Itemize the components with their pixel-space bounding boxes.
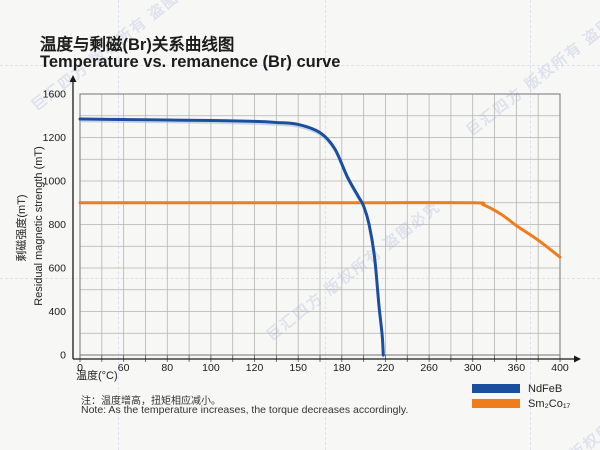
legend-item-ndfeb: NdFeB xyxy=(472,381,570,396)
x-tick-label: 180 xyxy=(333,362,351,374)
y-tick-label: 1200 xyxy=(43,132,67,144)
y-axis-label-en: Residual magnetic strength (mT) xyxy=(33,146,45,306)
x-tick-label: 360 xyxy=(508,362,526,374)
legend-swatch-sm2co17 xyxy=(472,399,520,408)
x-tick-label: 100 xyxy=(202,362,220,374)
y-tick-label: 400 xyxy=(48,306,66,318)
series-line-smco xyxy=(78,201,562,259)
x-axis-label: 温度(°C) xyxy=(76,370,118,382)
y-tick-label: 600 xyxy=(48,263,66,275)
y-tick-label: 1000 xyxy=(43,176,67,188)
x-tick-label: 0 xyxy=(77,362,83,374)
legend-label-ndfeb: NdFeB xyxy=(528,382,563,395)
y-tick-label: 800 xyxy=(48,219,66,231)
chart-title-en: Temperature vs. remanence (Br) curve xyxy=(40,53,341,71)
x-axis-arrow-icon xyxy=(574,355,581,363)
watermark-crosshair-vertical xyxy=(118,0,119,450)
legend-item-sm2co17: Sm₂Co₁₇ xyxy=(472,396,570,411)
x-tick-label: 300 xyxy=(464,362,482,374)
x-tick-label: 80 xyxy=(161,362,173,374)
x-tick-label: 150 xyxy=(289,362,307,374)
legend-swatch-ndfeb xyxy=(472,384,520,393)
note-en: Note: As the temperature increases, the … xyxy=(81,404,409,416)
y-axis-label-zh: 剩磁强度(mT) xyxy=(16,194,28,262)
watermark-crosshair-vertical xyxy=(530,0,531,450)
y-tick-label: 1600 xyxy=(43,89,67,101)
note-zh: 注：温度增高，扭矩相应减小。 xyxy=(81,396,221,407)
legend-label-sm2co17: Sm₂Co₁₇ xyxy=(528,397,571,410)
watermark-crosshair-horizontal xyxy=(0,65,600,66)
x-tick-label: 120 xyxy=(246,362,264,374)
x-tick-label: 220 xyxy=(377,362,395,374)
chart-title-zh: 温度与剩磁(Br)关系曲线图 xyxy=(40,36,235,54)
x-tick-label: 60 xyxy=(118,362,130,374)
series-line-ndfeb xyxy=(78,117,385,357)
y-tick-label: 0 xyxy=(60,350,66,362)
watermark-crosshair-vertical xyxy=(325,0,326,450)
y-axis-arrow-icon xyxy=(69,75,77,82)
watermark-crosshair-horizontal xyxy=(0,278,600,279)
legend: NdFeB Sm₂Co₁₇ xyxy=(472,381,570,411)
x-tick-label: 400 xyxy=(551,362,569,374)
x-tick-label: 260 xyxy=(420,362,438,374)
